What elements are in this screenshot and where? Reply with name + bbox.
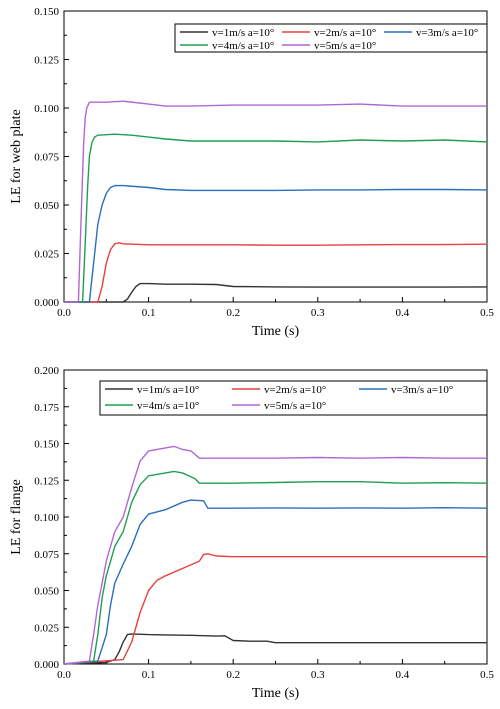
legend-box bbox=[99, 380, 488, 416]
series-line-5 bbox=[63, 445, 487, 665]
y-axis-title: LE for web plate bbox=[9, 109, 24, 203]
series-line-3 bbox=[64, 184, 488, 303]
x-tick-label: 0.3 bbox=[311, 307, 325, 319]
chart-2: 0.0 0.1 0.2 0.3 0.4 0.5 0.000 0.025 0.050 0.075 0.… bbox=[9, 365, 494, 701]
x-tick-label: 0.5 bbox=[480, 307, 494, 319]
x-tick-label: 0.0 bbox=[57, 307, 71, 319]
y-tick-label: 0.150 bbox=[34, 6, 59, 18]
x-tick-label: 0.2 bbox=[226, 669, 240, 681]
legend-label: v=5m/s a=10° bbox=[314, 40, 376, 52]
y-axis-title: LE for flange bbox=[9, 479, 24, 554]
x-tick-label: 0.2 bbox=[226, 307, 240, 319]
plot-frame bbox=[63, 10, 488, 303]
x-tick-label: 0.3 bbox=[311, 669, 325, 681]
x-axis-title: Time (s) bbox=[252, 686, 300, 701]
y-tick-label: 0.175 bbox=[34, 402, 59, 414]
legend: v=1m/s a=10° v=2m/s a=10° v=3m/s a=10° v=4m… bbox=[99, 380, 488, 416]
legend-label: v=3m/s a=10° bbox=[391, 384, 453, 396]
legend-label: v=1m/s a=10° bbox=[137, 384, 199, 396]
x-tick-label: 0.4 bbox=[396, 307, 410, 319]
series-line-5 bbox=[64, 100, 487, 303]
chart-1: 0.0 0.1 0.2 0.3 0.4 0.5 0.000 0.025 0.050 0.075 0.… bbox=[9, 6, 494, 339]
y-tick-label: 0.025 bbox=[34, 622, 59, 634]
y-tick-label: 0.100 bbox=[34, 512, 59, 524]
x-tick-label: 0.0 bbox=[57, 669, 71, 681]
y-tick-label: 0.150 bbox=[34, 439, 59, 451]
legend-label: v=3m/s a=10° bbox=[416, 27, 478, 39]
legend-label: v=4m/s a=10° bbox=[212, 40, 274, 52]
x-axis-title: Time (s) bbox=[252, 324, 300, 339]
y-tick-label: 0.025 bbox=[34, 249, 59, 261]
legend-label: v=5m/s a=10° bbox=[264, 400, 326, 412]
series-line-4 bbox=[63, 470, 488, 665]
y-tick-label: 0.050 bbox=[34, 200, 59, 212]
legend-box bbox=[174, 23, 488, 53]
y-tick-label: 0.000 bbox=[34, 659, 59, 671]
x-tick-label: 0.4 bbox=[396, 669, 410, 681]
legend-label: v=2m/s a=10° bbox=[314, 27, 376, 39]
y-tick-label: 0.125 bbox=[34, 475, 59, 487]
y-tick-label: 0.075 bbox=[34, 152, 59, 164]
y-tick-label: 0.100 bbox=[34, 103, 59, 115]
series-line-2 bbox=[64, 242, 488, 303]
y-tick-label: 0.200 bbox=[34, 365, 59, 377]
y-tick-label: 0.125 bbox=[34, 55, 59, 67]
series-line-3 bbox=[63, 499, 488, 665]
x-tick-label: 0.5 bbox=[480, 669, 494, 681]
y-tick-label: 0.000 bbox=[34, 297, 59, 309]
y-tick-label: 0.075 bbox=[34, 549, 59, 561]
series-line-2 bbox=[63, 553, 487, 665]
y-tick-label: 0.050 bbox=[34, 586, 59, 598]
series-line-1 bbox=[64, 282, 488, 303]
series-line-4 bbox=[64, 133, 488, 303]
legend-label: v=1m/s a=10° bbox=[212, 27, 274, 39]
legend-label: v=4m/s a=10° bbox=[137, 400, 199, 412]
series-line-1 bbox=[63, 633, 487, 665]
legend: v=1m/s a=10° v=2m/s a=10° v=3m/s a=10° v=4m… bbox=[174, 23, 488, 53]
x-tick-label: 0.1 bbox=[142, 669, 156, 681]
legend-label: v=2m/s a=10° bbox=[264, 384, 326, 396]
x-tick-label: 0.1 bbox=[142, 307, 156, 319]
